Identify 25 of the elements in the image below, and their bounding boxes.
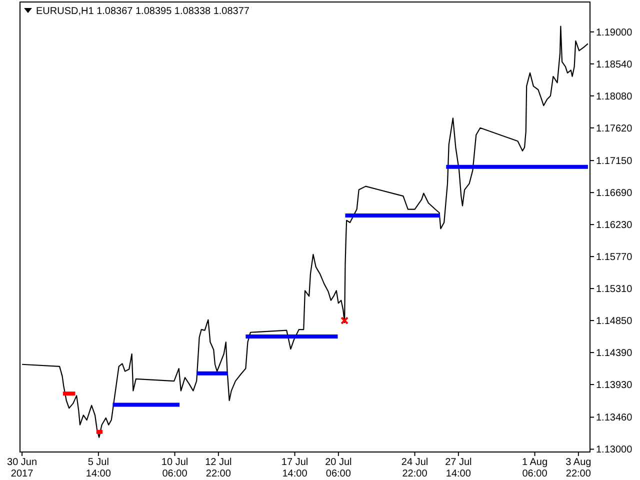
- y-tick-label: 1.18540: [596, 59, 633, 70]
- y-tick-label: 1.13930: [596, 380, 633, 392]
- y-tick-label: 1.14390: [596, 348, 633, 360]
- y-tick-label: 1.17620: [596, 123, 633, 134]
- x-tick-label: 27 Jul 14:00: [445, 457, 472, 480]
- y-tick-label: 1.14850: [596, 316, 633, 328]
- x-tick-label: 10 Jul 06:00: [161, 457, 188, 480]
- y-tick-label: 1.16690: [596, 188, 633, 200]
- y-tick-label: 1.19000: [596, 27, 633, 38]
- y-tick-label: 1.15310: [596, 284, 633, 296]
- y-tick-label: 1.18080: [596, 91, 633, 102]
- y-tick-label: 1.13460: [596, 412, 633, 424]
- x-tick-label: 3 Aug 22:00: [566, 457, 592, 480]
- x-tick-label: 17 Jul 14:00: [281, 457, 308, 480]
- x-tick-label: 5 Jul 14:00: [86, 457, 112, 480]
- x-tick-label: 12 Jul 22:00: [205, 457, 232, 480]
- x-tick-label: 1 Aug 06:00: [522, 457, 548, 480]
- chart-title: EURUSD,H1 1.08367 1.08395 1.08338 1.08377: [36, 6, 250, 17]
- y-tick-label: 1.13000: [596, 444, 633, 456]
- x-tick-label: 20 Jul 06:00: [325, 457, 352, 480]
- x-tick-label: 24 Jul 22:00: [401, 457, 428, 480]
- x-tick-label: 30 Jun 2017: [7, 457, 38, 480]
- y-tick-label: 1.17150: [596, 156, 633, 168]
- y-tick-label: 1.15770: [596, 252, 633, 264]
- y-tick-label: 1.16230: [596, 220, 633, 232]
